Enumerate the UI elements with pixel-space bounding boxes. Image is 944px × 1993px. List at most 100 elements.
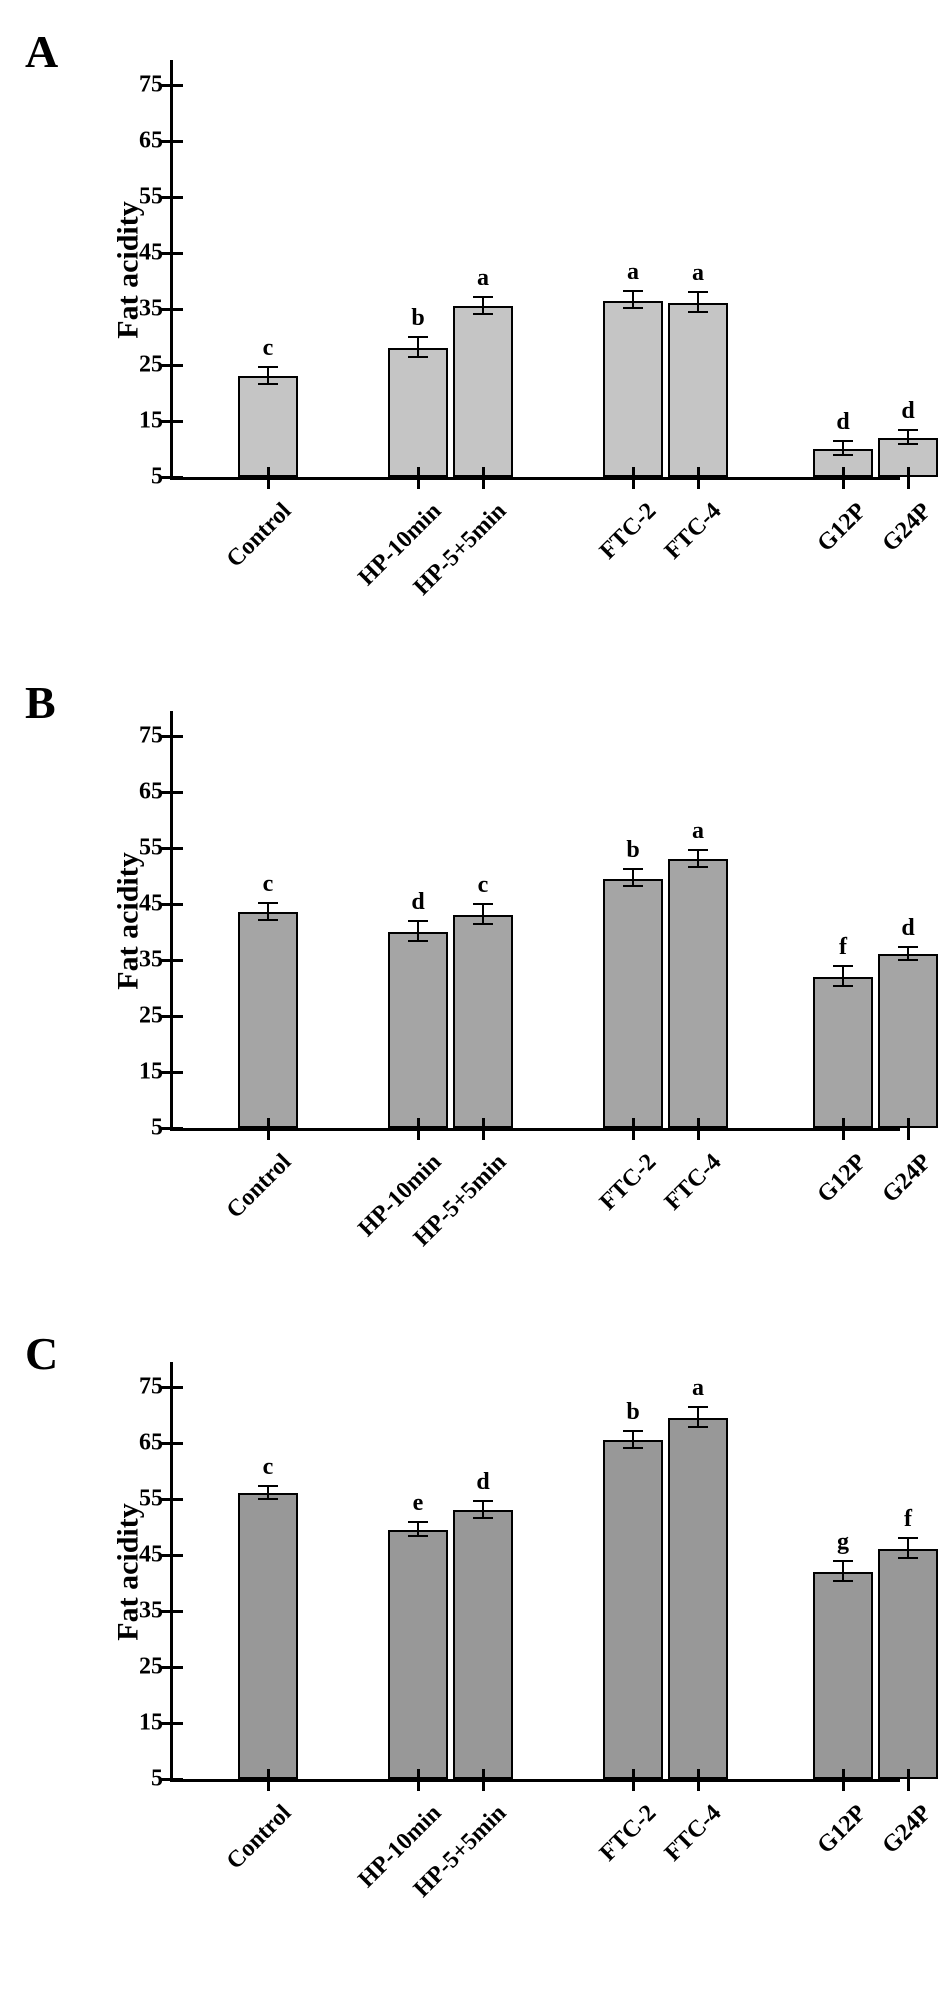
- yticklabel: 75: [123, 1374, 163, 1401]
- ytick-inner: [173, 84, 183, 87]
- error-bar-cap: [833, 1560, 853, 1562]
- error-bar-cap: [623, 290, 643, 292]
- xtick-inner: [267, 1769, 270, 1779]
- significance-label: f: [904, 1506, 912, 1533]
- error-bar-cap: [898, 443, 918, 445]
- xtick-inner: [697, 1118, 700, 1128]
- chart-area-B: 515253545556575cControldHP-10mincHP-5+5m…: [170, 711, 900, 1131]
- xtick-inner: [697, 1769, 700, 1779]
- ytick-inner: [173, 1554, 183, 1557]
- panel-label-C: C: [25, 1327, 58, 1380]
- ytick-inner: [173, 735, 183, 738]
- error-bar-cap: [688, 849, 708, 851]
- ytick-inner: [173, 1722, 183, 1725]
- error-bar-cap: [473, 1517, 493, 1519]
- xtick: [842, 1779, 845, 1791]
- significance-label: c: [263, 871, 274, 898]
- xtick-inner: [482, 467, 485, 477]
- xtick: [632, 1128, 635, 1140]
- yticklabel: 55: [123, 1486, 163, 1513]
- error-bar-cap: [258, 902, 278, 904]
- xtick: [697, 477, 700, 489]
- yticklabel: 65: [123, 1430, 163, 1457]
- xtick-inner: [632, 1769, 635, 1779]
- xtick-inner: [417, 1769, 420, 1779]
- ytick-inner: [173, 959, 183, 962]
- significance-label: b: [411, 305, 424, 332]
- error-bar-cap: [833, 440, 853, 442]
- error-bar-line: [697, 1408, 699, 1428]
- figure-container: A Fat acidity 515253545556575cControlbHP…: [20, 20, 924, 1953]
- error-bar-cap: [258, 366, 278, 368]
- ytick-inner: [173, 1127, 183, 1130]
- bar: [603, 879, 663, 1128]
- xtick-inner: [482, 1769, 485, 1779]
- panel-C: C Fat acidity 515253545556575cControleHP…: [20, 1322, 924, 1953]
- ytick-inner: [173, 252, 183, 255]
- significance-label: c: [263, 1454, 274, 1481]
- xtick: [842, 1128, 845, 1140]
- xtick: [417, 1779, 420, 1791]
- xtick-inner: [842, 1118, 845, 1128]
- xtick: [267, 477, 270, 489]
- error-bar-cap: [833, 965, 853, 967]
- yticklabel: 25: [123, 352, 163, 379]
- yticklabel: 75: [123, 72, 163, 99]
- ytick-inner: [173, 1778, 183, 1781]
- error-bar-cap: [833, 454, 853, 456]
- error-bar-cap: [408, 920, 428, 922]
- xtick-inner: [417, 467, 420, 477]
- xtick-inner: [842, 467, 845, 477]
- error-bar-cap: [408, 1521, 428, 1523]
- error-bar-cap: [898, 429, 918, 431]
- error-bar-cap: [623, 1447, 643, 1449]
- error-bar-line: [697, 293, 699, 313]
- panel-B: B Fat acidity 515253545556575cControldHP…: [20, 671, 924, 1302]
- yticklabel: 25: [123, 1654, 163, 1681]
- ytick-inner: [173, 476, 183, 479]
- error-bar-cap: [258, 1485, 278, 1487]
- bar: [813, 1572, 873, 1779]
- error-bar-line: [842, 1562, 844, 1582]
- error-bar-cap: [473, 296, 493, 298]
- ytick-inner: [173, 847, 183, 850]
- xtick: [482, 1128, 485, 1140]
- significance-label: g: [837, 1529, 849, 1556]
- significance-label: a: [627, 259, 639, 286]
- xtick-inner: [632, 1118, 635, 1128]
- bar: [238, 1493, 298, 1779]
- xtick-inner: [417, 1118, 420, 1128]
- xtick: [482, 1779, 485, 1791]
- xtick: [697, 1779, 700, 1791]
- error-bar-cap: [623, 868, 643, 870]
- error-bar-cap: [408, 1535, 428, 1537]
- xtick-inner: [632, 467, 635, 477]
- xticklabel: Control: [186, 498, 297, 609]
- bar: [238, 376, 298, 477]
- error-bar-cap: [408, 356, 428, 358]
- bar: [453, 306, 513, 477]
- error-bar-cap: [688, 1426, 708, 1428]
- significance-label: d: [901, 915, 914, 942]
- error-bar-cap: [898, 946, 918, 948]
- yticklabel: 5: [123, 1115, 163, 1142]
- error-bar-cap: [473, 1500, 493, 1502]
- error-bar-line: [417, 922, 419, 942]
- xtick: [632, 1779, 635, 1791]
- error-bar-line: [907, 1539, 909, 1559]
- xtick: [267, 1779, 270, 1791]
- xtick-inner: [267, 1118, 270, 1128]
- significance-label: f: [839, 934, 847, 961]
- ytick-inner: [173, 791, 183, 794]
- ytick-inner: [173, 1071, 183, 1074]
- xtick-inner: [907, 1769, 910, 1779]
- xtick: [842, 477, 845, 489]
- bar: [453, 1510, 513, 1779]
- ytick-inner: [173, 364, 183, 367]
- bar: [388, 1530, 448, 1779]
- bar: [878, 954, 938, 1128]
- error-bar-cap: [473, 313, 493, 315]
- yticklabel: 55: [123, 835, 163, 862]
- xtick: [907, 1128, 910, 1140]
- xtick: [417, 477, 420, 489]
